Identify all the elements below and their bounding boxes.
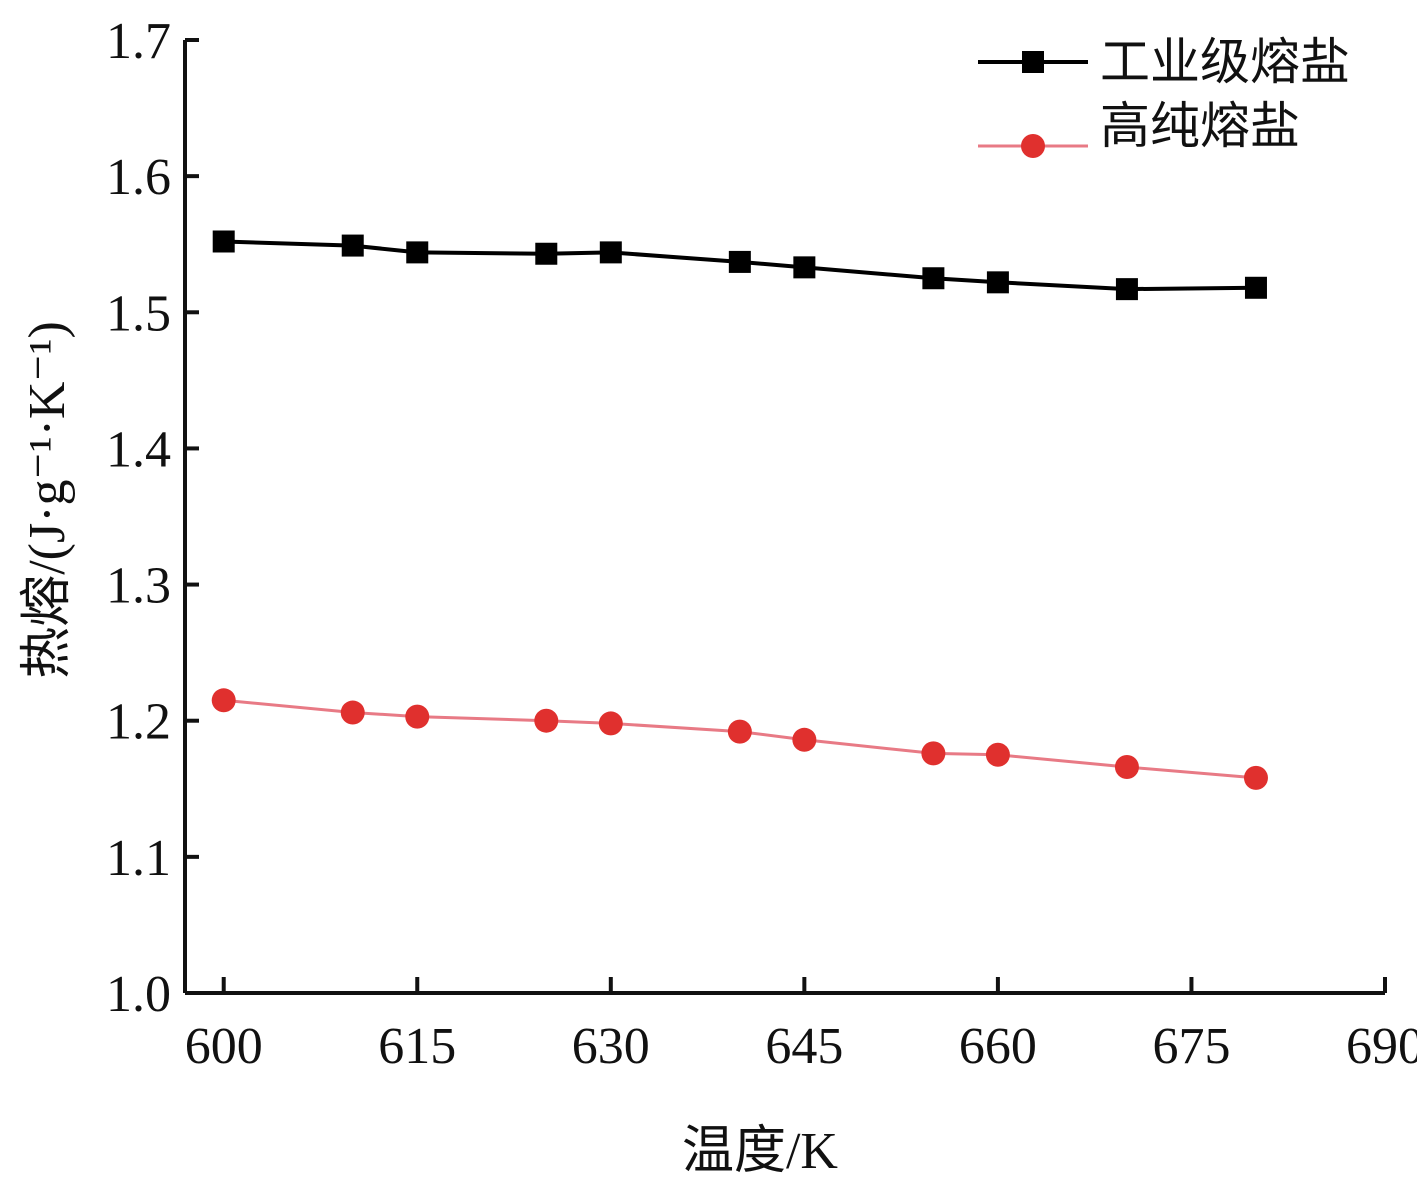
y-tick-label: 1.4 xyxy=(106,421,171,478)
y-tick-label: 1.1 xyxy=(106,830,171,887)
series-markers xyxy=(211,230,1268,790)
x-tick-label: 630 xyxy=(572,1018,650,1075)
data-point-square xyxy=(341,234,364,257)
x-tick-label: 660 xyxy=(959,1018,1037,1075)
data-point-square xyxy=(535,242,558,265)
data-point-circle xyxy=(534,708,559,733)
axes xyxy=(183,40,1385,995)
data-point-square xyxy=(1115,278,1138,301)
data-point-circle xyxy=(792,727,817,752)
x-tick-label: 600 xyxy=(185,1018,263,1075)
data-point-circle xyxy=(985,742,1010,767)
x-tick-label: 690 xyxy=(1346,1018,1417,1075)
y-tick-label: 1.3 xyxy=(106,558,171,615)
y-tick-label: 1.7 xyxy=(106,13,171,70)
data-point-square xyxy=(1244,276,1267,299)
legend-marker-industrial xyxy=(1022,51,1044,73)
x-tick-label: 675 xyxy=(1152,1018,1230,1075)
x-tick-label: 615 xyxy=(378,1018,456,1075)
data-point-square xyxy=(986,271,1009,294)
legend-item-industrial: 工业级熔盐 xyxy=(978,34,1350,90)
y-tick-label: 1.5 xyxy=(106,285,171,342)
data-point-square xyxy=(793,256,816,279)
data-point-square xyxy=(406,241,429,264)
data-point-circle xyxy=(598,711,623,736)
legend-label-industrial: 工业级熔盐 xyxy=(1100,34,1350,90)
series-lines xyxy=(223,239,1257,780)
data-point-square xyxy=(728,250,751,273)
data-point-circle xyxy=(921,741,946,766)
data-point-square xyxy=(599,241,622,264)
x-axis-title: 温度/K xyxy=(682,1123,838,1180)
y-ticks: 1.0 1.1 1.2 1.3 1.4 1.5 1.6 1.7 xyxy=(106,13,199,1023)
data-point-circle xyxy=(405,704,430,729)
data-point-square xyxy=(212,230,235,253)
y-tick-label: 1.6 xyxy=(106,149,171,206)
data-point-circle xyxy=(340,700,365,725)
legend: 工业级熔盐 高纯熔盐 xyxy=(978,34,1350,158)
x-ticks: 600 615 630 645 660 675 690 xyxy=(185,977,1417,1075)
data-point-circle xyxy=(1243,765,1268,790)
data-point-circle xyxy=(1114,755,1139,780)
data-point-circle xyxy=(211,688,236,713)
x-tick-label: 645 xyxy=(765,1018,843,1075)
legend-label-high-purity: 高纯熔盐 xyxy=(1100,98,1300,154)
data-point-square xyxy=(922,267,945,290)
y-axis-title: 热熔/(J·g⁻¹·K⁻¹) xyxy=(19,321,76,679)
legend-marker-high-purity xyxy=(1021,134,1045,158)
y-tick-label: 1.2 xyxy=(106,694,171,751)
y-tick-label: 1.0 xyxy=(106,966,171,1023)
legend-item-high-purity: 高纯熔盐 xyxy=(978,98,1300,158)
data-point-circle xyxy=(727,719,752,744)
